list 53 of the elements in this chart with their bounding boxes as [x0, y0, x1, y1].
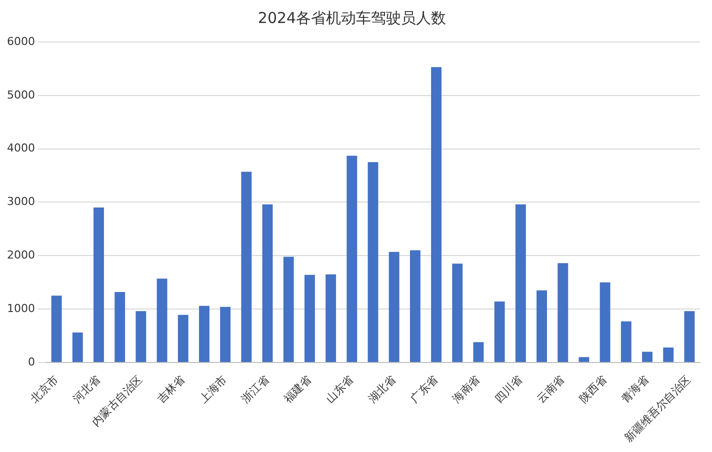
- bar: [410, 250, 420, 362]
- bar: [473, 342, 484, 362]
- x-tick-label: 上海市: [196, 373, 230, 406]
- bar: [136, 311, 146, 362]
- bar: [388, 252, 400, 362]
- bar: [494, 302, 505, 362]
- y-tick-label: 5000: [6, 88, 35, 102]
- x-tick-label: 河北省: [70, 373, 103, 406]
- x-tick-label: 浙江省: [239, 373, 272, 406]
- bar: [94, 208, 104, 362]
- bar: [199, 306, 210, 362]
- bar: [558, 263, 568, 362]
- bar: [620, 321, 632, 362]
- bar: [578, 357, 590, 362]
- x-tick-label: 福建省: [281, 373, 314, 406]
- x-tick-label: 海南省: [450, 373, 483, 406]
- x-tick-label: 青海省: [618, 373, 652, 406]
- x-tick-label: 北京市: [28, 373, 61, 406]
- bar: [51, 296, 62, 362]
- bar: [283, 256, 294, 362]
- bar: [72, 332, 83, 362]
- bar: [368, 162, 378, 362]
- bar: [178, 314, 188, 362]
- x-tick-label: 云南省: [534, 373, 568, 406]
- x-tick-label: 陕西省: [576, 373, 610, 406]
- chart-title: 2024各省机动车驾驶员人数: [258, 8, 446, 27]
- bar: [220, 306, 231, 362]
- x-tick-label: 山东省: [324, 373, 356, 406]
- bar: [431, 67, 442, 362]
- bar: [452, 264, 463, 362]
- x-tick-label: 湖北省: [366, 373, 398, 406]
- bar: [241, 172, 252, 362]
- y-tick-label: 2000: [6, 248, 35, 262]
- bar: [600, 282, 610, 362]
- y-tick-label: 4000: [6, 142, 35, 155]
- x-tick-label: 四川省: [492, 373, 525, 406]
- bar: [156, 278, 168, 362]
- bar: [326, 274, 336, 362]
- bar: [262, 204, 273, 362]
- bar: [684, 311, 695, 362]
- x-tick-label: 广东省: [408, 373, 440, 406]
- bar: [663, 347, 674, 362]
- x-tick-label: 吉林省: [154, 373, 188, 406]
- bar: [346, 156, 358, 362]
- y-tick-label: 0: [28, 355, 35, 368]
- bar: [515, 204, 526, 362]
- y-tick-label: 6000: [6, 34, 35, 48]
- y-tick-label: 1000: [6, 302, 35, 315]
- bar: [304, 274, 315, 362]
- bar: [536, 290, 547, 362]
- bar: [642, 352, 652, 362]
- y-tick-label: 3000: [6, 195, 35, 208]
- bar: [114, 292, 126, 362]
